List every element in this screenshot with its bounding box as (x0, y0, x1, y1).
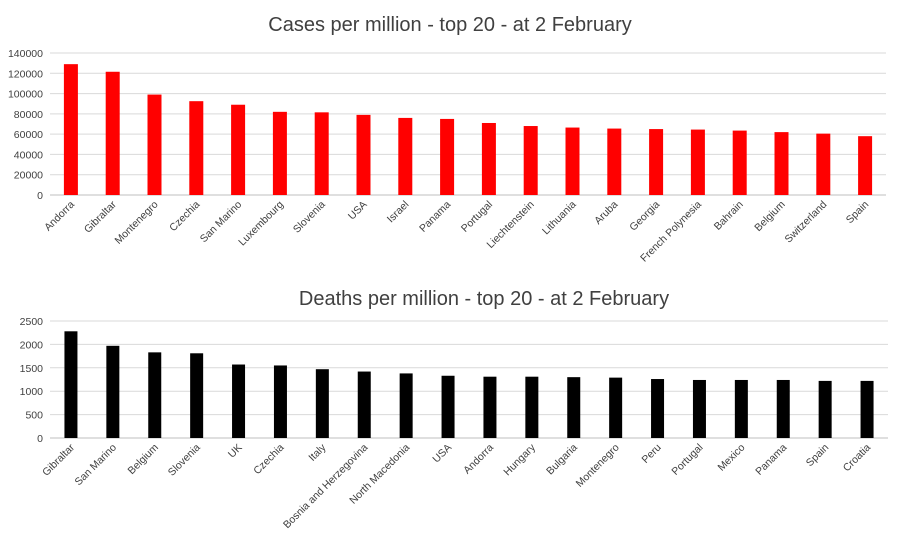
cases-bar (481, 122, 496, 195)
cases-x-tick-label: Bahrain (712, 199, 746, 233)
deaths-x-tick-label: Portugal (669, 442, 705, 478)
deaths-bar (651, 379, 665, 438)
deaths-bar (232, 364, 246, 438)
deaths-x-tick-label: San Marino (73, 442, 120, 489)
deaths-bar (609, 377, 623, 438)
cases-x-tick-label: Georgia (627, 199, 662, 234)
cases-bar (314, 112, 329, 195)
deaths-x-tick-label: Czechia (251, 442, 286, 477)
cases-x-tick-label: Switzerland (783, 199, 830, 246)
deaths-x-tick-label: Peru (639, 442, 663, 466)
cases-bar (398, 117, 413, 195)
deaths-bar (734, 379, 748, 438)
deaths-x-tick-label: Belgium (126, 441, 161, 476)
cases-bar (858, 136, 873, 195)
deaths-x-tick-label: Croatia (841, 442, 874, 475)
cases-y-tick-label: 60000 (14, 129, 43, 141)
deaths-bar (818, 380, 832, 438)
cases-x-tick-label: Gibraltar (82, 198, 119, 235)
deaths-bar (357, 371, 371, 438)
cases-x-tick-label: Slovenia (291, 199, 328, 236)
deaths-bar (692, 379, 706, 438)
deaths-y-tick-label: 0 (37, 433, 43, 445)
deaths-y-tick-label: 1500 (20, 363, 44, 375)
cases-bar (690, 129, 705, 195)
deaths-bar (399, 373, 413, 438)
deaths-y-tick-label: 500 (25, 410, 43, 422)
cases-bar (649, 129, 664, 195)
cases-x-tick-label: Belgium (752, 198, 787, 233)
deaths-bar (190, 353, 204, 438)
cases-x-tick-label: Portugal (459, 199, 495, 235)
cases-y-tick-label: 20000 (14, 170, 43, 182)
deaths-y-tick-label: 2000 (20, 339, 44, 351)
deaths-chart-title: Deaths per million - top 20 - at 2 Febru… (299, 288, 669, 310)
cases-bar (607, 128, 622, 195)
cases-y-tick-label: 0 (37, 190, 43, 202)
cases-x-tick-label: Andorra (42, 199, 77, 234)
deaths-bar (567, 377, 581, 438)
cases-x-tick-label: Israel (385, 199, 412, 226)
deaths-bar (776, 379, 790, 438)
cases-y-tick-label: 40000 (14, 149, 43, 161)
deaths-bar (860, 380, 874, 438)
deaths-bar (525, 376, 539, 438)
cases-bar (105, 71, 120, 195)
cases-bar (816, 133, 831, 195)
deaths-x-tick-label: USA (430, 442, 454, 466)
cases-bar (189, 101, 204, 195)
deaths-bar (483, 376, 497, 438)
deaths-x-tick-label: Bosnia and Herzegovina (281, 442, 370, 531)
cases-x-tick-label: Aruba (592, 199, 620, 227)
cases-x-tick-label: Czechia (167, 199, 202, 234)
deaths-x-tick-label: Hungary (501, 441, 538, 478)
deaths-bar (441, 375, 455, 438)
deaths-x-tick-label: Bulgaria (544, 442, 580, 478)
cases-x-tick-label: Montenegro (113, 199, 161, 247)
cases-bar (63, 64, 78, 196)
deaths-x-tick-label: UK (226, 442, 245, 461)
deaths-y-tick-label: 1000 (20, 386, 44, 398)
cases-x-tick-label: Panama (417, 199, 453, 235)
deaths-x-tick-label: Gibraltar (40, 441, 77, 478)
deaths-x-tick-label: Mexico (715, 442, 747, 474)
deaths-y-tick-label: 2500 (20, 316, 44, 328)
deaths-bar (273, 365, 287, 438)
cases-bar (732, 130, 747, 195)
cases-x-tick-label: Spain (844, 199, 872, 227)
deaths-bar (315, 369, 329, 438)
cases-y-tick-label: 140000 (8, 48, 43, 60)
cases-chart-title: Cases per million - top 20 - at 2 Februa… (268, 14, 632, 36)
cases-y-tick-label: 100000 (8, 89, 43, 101)
cases-bar (272, 111, 287, 195)
deaths-x-tick-label: Andorra (461, 442, 496, 477)
cases-y-tick-label: 120000 (8, 68, 43, 80)
cases-bar (565, 127, 580, 195)
cases-x-tick-label: Lithuania (540, 199, 579, 238)
cases-bar (356, 114, 371, 195)
deaths-x-tick-label: Panama (753, 442, 789, 478)
cases-y-tick-label: 80000 (14, 109, 43, 121)
deaths-bar (106, 345, 120, 438)
cases-bar (231, 104, 246, 195)
deaths-x-tick-label: Spain (804, 442, 832, 470)
cases-x-tick-label: Luxembourg (236, 199, 286, 249)
cases-bar (774, 132, 789, 195)
deaths-x-tick-label: Montenegro (574, 442, 622, 490)
cases-x-tick-label: USA (346, 199, 370, 223)
deaths-x-tick-label: Italy (306, 441, 329, 464)
deaths-bar (64, 331, 78, 438)
cases-bar (523, 126, 538, 195)
cases-bar (147, 94, 162, 195)
deaths-x-tick-label: Slovenia (166, 442, 203, 479)
cases-bar (440, 118, 455, 195)
deaths-bar (148, 352, 162, 438)
